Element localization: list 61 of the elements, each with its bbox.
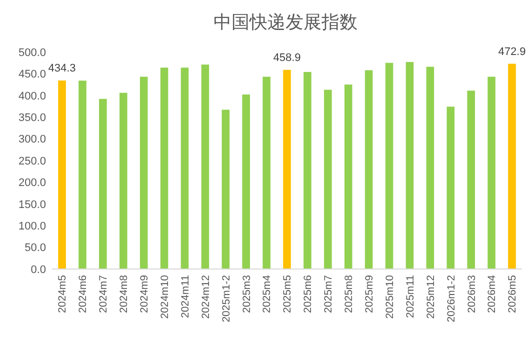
bar: [488, 76, 496, 269]
x-tick-label: 2024m10: [158, 274, 171, 319]
bar: [242, 94, 250, 269]
bar: [283, 70, 291, 269]
bar: [304, 72, 312, 269]
x-tick-label: 2026m1-2: [445, 274, 458, 322]
x-tick-label: 2025m1-2: [220, 274, 232, 322]
x-tick-label: 2025m3: [240, 274, 253, 313]
y-tick-label: 500.0: [18, 46, 46, 59]
x-tick-label: 2025m10: [384, 274, 396, 319]
y-tick-label: 300.0: [18, 134, 46, 146]
x-tick-label: 2025m9: [363, 274, 376, 313]
x-tick-label: 2025m4: [261, 274, 274, 313]
y-tick-label: 100.0: [18, 220, 46, 232]
x-tick-label: 2025m11: [404, 274, 416, 318]
y-tick-label: 0.0: [30, 264, 46, 276]
bar: [99, 98, 107, 269]
y-tick-label: 450.0: [18, 68, 46, 81]
x-tick-label: 2024m9: [138, 274, 151, 313]
x-tick-label: 2025m6: [302, 274, 314, 313]
bar: [262, 76, 270, 269]
bar: [140, 76, 148, 269]
bar: [385, 62, 394, 269]
y-tick-label: 400.0: [18, 90, 46, 102]
bar: [180, 68, 189, 269]
x-tick-label: 2025m8: [343, 274, 356, 313]
x-tick-label: 2024m8: [118, 274, 130, 313]
x-tick-label: 2025m12: [424, 274, 437, 319]
data-label: 458.9: [273, 52, 301, 64]
x-tick-label: 2025m5: [282, 274, 294, 313]
bar: [508, 64, 516, 269]
bar: [201, 64, 210, 269]
data-label: 472.9: [498, 46, 526, 58]
x-tick-label: 2024m5: [56, 274, 69, 313]
x-tick-label: 2026m3: [466, 274, 478, 313]
bar: [78, 80, 86, 269]
bar: [406, 62, 414, 269]
x-tick-label: 2025m7: [322, 274, 335, 313]
bar: [344, 84, 352, 269]
bar: [222, 110, 230, 269]
bar: [467, 90, 475, 269]
y-tick-label: 350.0: [18, 112, 46, 124]
bar: [364, 70, 373, 269]
y-tick-label: 150.0: [18, 198, 46, 211]
y-tick-label: 200.0: [18, 177, 46, 190]
bar: [58, 80, 66, 269]
bar: [446, 106, 455, 269]
data-label: 434.3: [48, 62, 76, 75]
bar: [119, 92, 128, 269]
bar: [324, 90, 332, 269]
x-tick-label: 2024m11: [179, 274, 192, 318]
y-tick-label: 250.0: [18, 155, 46, 168]
bar: [160, 68, 168, 269]
x-tick-label: 2024m7: [98, 274, 110, 313]
x-tick-label: 2026m4: [486, 274, 498, 313]
x-tick-label: 2024m6: [77, 274, 90, 313]
chart-title: 中国快递发展指数: [214, 12, 358, 33]
x-tick-label: 2026m5: [506, 274, 519, 313]
y-tick-label: 50.0: [24, 242, 46, 254]
x-tick-label: 2024m12: [200, 274, 212, 319]
bar: [426, 66, 434, 269]
